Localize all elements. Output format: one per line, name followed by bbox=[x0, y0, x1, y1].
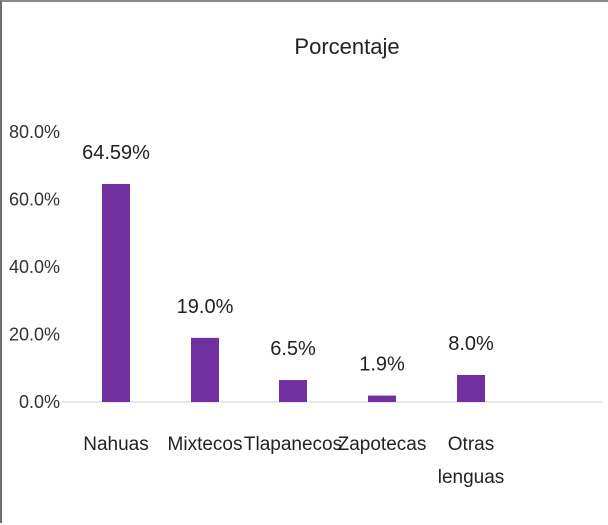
data-label: 6.5% bbox=[270, 338, 316, 360]
y-tick-label: 80.0% bbox=[9, 122, 60, 142]
data-label: 8.0% bbox=[448, 333, 494, 355]
bar bbox=[368, 395, 396, 402]
category-label: Zapotecas bbox=[338, 434, 427, 455]
bar bbox=[102, 184, 130, 402]
category-label: lenguas bbox=[438, 467, 505, 488]
y-tick-label: 40.0% bbox=[9, 257, 60, 277]
bar bbox=[457, 375, 485, 402]
category-label: Tlapanecos bbox=[244, 434, 342, 455]
y-tick-label: 20.0% bbox=[9, 325, 60, 345]
data-label: 1.9% bbox=[359, 354, 405, 376]
y-tick-label: 60.0% bbox=[9, 190, 60, 210]
data-label: 19.0% bbox=[177, 296, 234, 318]
chart-title: Porcentaje bbox=[294, 34, 399, 59]
bars-group bbox=[102, 184, 485, 402]
bar bbox=[279, 380, 307, 402]
category-label: Nahuas bbox=[83, 434, 149, 455]
y-axis: 0.0% 20.0% 40.0% 60.0% 80.0% bbox=[9, 122, 60, 412]
data-label: 64.59% bbox=[82, 142, 150, 164]
y-tick-label: 0.0% bbox=[19, 392, 60, 412]
bar bbox=[191, 337, 219, 402]
category-label: Otras bbox=[448, 434, 494, 455]
data-labels-group: 64.59% 19.0% 6.5% 1.9% 8.0% bbox=[82, 142, 494, 376]
category-label: Mixtecos bbox=[168, 434, 243, 455]
